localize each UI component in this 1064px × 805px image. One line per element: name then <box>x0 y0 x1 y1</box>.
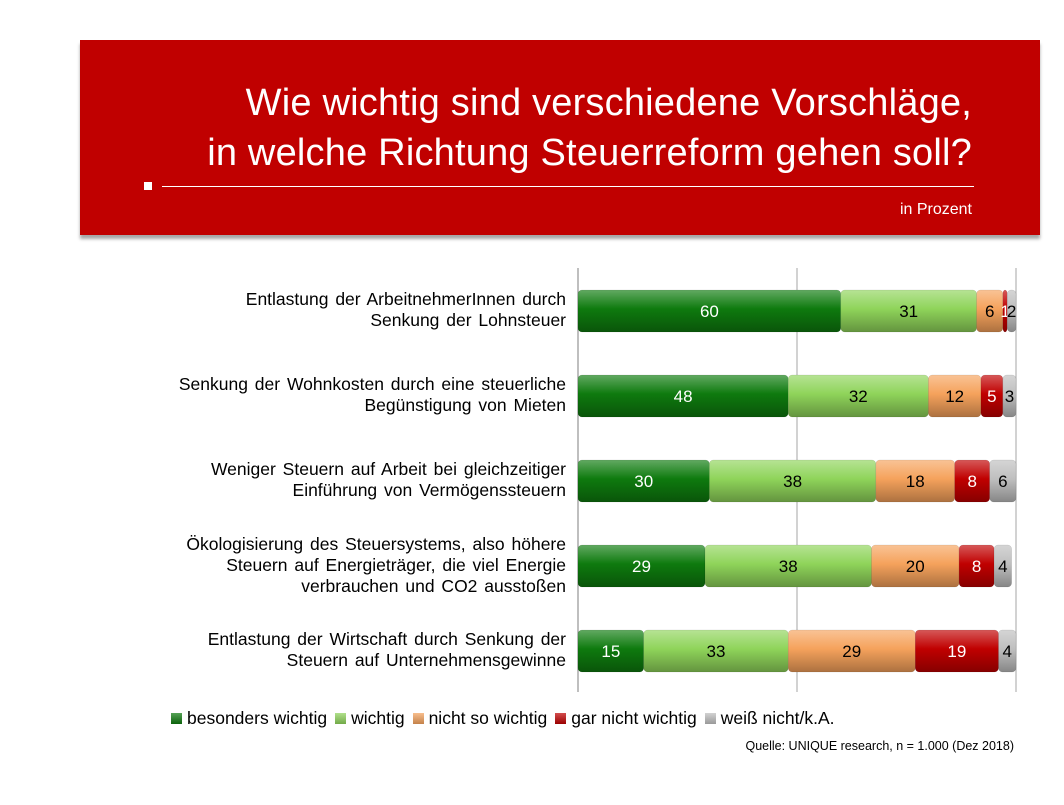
data-label: 8 <box>967 472 976 491</box>
legend: besonders wichtig wichtig nicht so wichtig… <box>171 708 843 729</box>
legend-item: weiß nicht/k.A. <box>704 708 835 729</box>
category-label: Ökologisierung des Steuersystems, also h… <box>186 533 566 596</box>
bullet-marker <box>144 182 152 190</box>
data-label: 8 <box>972 557 981 576</box>
legend-swatch <box>335 713 347 724</box>
legend-label: wichtig <box>351 708 405 728</box>
legend-label: weiß nicht/k.A. <box>720 708 835 728</box>
category-label: Weniger Steuern auf Arbeit bei gleichzei… <box>210 459 566 500</box>
legend-item: gar nicht wichtig <box>555 708 697 729</box>
title-banner: Wie wichtig sind verschiedene Vorschläge… <box>80 40 1040 235</box>
legend-item: nicht so wichtig <box>412 708 548 729</box>
data-label: 6 <box>998 472 1007 491</box>
data-label: 19 <box>947 642 966 661</box>
data-label: 29 <box>632 557 651 576</box>
data-label: 6 <box>985 302 994 321</box>
data-label: 3 <box>1005 387 1014 406</box>
legend-label: besonders wichtig <box>187 708 328 728</box>
chart-title-line-1: Wie wichtig sind verschiedene Vorschläge… <box>245 82 972 124</box>
legend-label: gar nicht wichtig <box>571 708 697 728</box>
data-label: 60 <box>700 302 719 321</box>
bar-segment <box>1002 374 1017 418</box>
chart-title-line-2: in welche Richtung Steuerreform gehen so… <box>207 132 972 174</box>
data-label: 32 <box>849 387 868 406</box>
data-label: 31 <box>899 302 918 321</box>
data-label: 1 <box>1000 302 1009 321</box>
bar-segment <box>998 629 1017 673</box>
data-label: 12 <box>945 387 964 406</box>
data-label: 33 <box>707 642 726 661</box>
data-label: 38 <box>779 557 798 576</box>
data-label: 29 <box>842 642 861 661</box>
category-label: Entlastung der ArbeitnehmerInnen durch S… <box>245 289 566 330</box>
legend-label: nicht so wichtig <box>428 708 548 728</box>
data-label: 20 <box>906 557 925 576</box>
bar-segment <box>1006 289 1017 333</box>
data-label: 5 <box>987 387 996 406</box>
title-divider <box>162 186 974 187</box>
legend-swatch <box>171 713 182 724</box>
legend-item: besonders wichtig <box>171 708 327 729</box>
category-label: Senkung der Wohnkosten durch eine steuer… <box>178 374 566 415</box>
data-label: 30 <box>634 472 653 491</box>
data-label: 18 <box>906 472 925 491</box>
bar-segment <box>993 544 1012 588</box>
data-label: 4 <box>1003 642 1012 661</box>
bar-segment <box>989 459 1017 503</box>
data-label: 2 <box>1007 302 1016 321</box>
legend-item: wichtig <box>335 708 405 729</box>
data-label: 4 <box>998 557 1007 576</box>
data-label: 38 <box>783 472 802 491</box>
bar-segment <box>840 289 977 333</box>
source-note: Quelle: UNIQUE research, n = 1.000 (Dez … <box>745 739 1014 753</box>
data-label: 48 <box>674 387 693 406</box>
data-label: 15 <box>601 642 620 661</box>
legend-swatch <box>704 713 716 724</box>
unit-label: in Prozent <box>899 201 972 218</box>
category-label: Entlastung der Wirtschaft durch Senkung … <box>207 629 566 670</box>
legend-swatch <box>555 713 567 724</box>
legend-swatch <box>412 713 424 724</box>
